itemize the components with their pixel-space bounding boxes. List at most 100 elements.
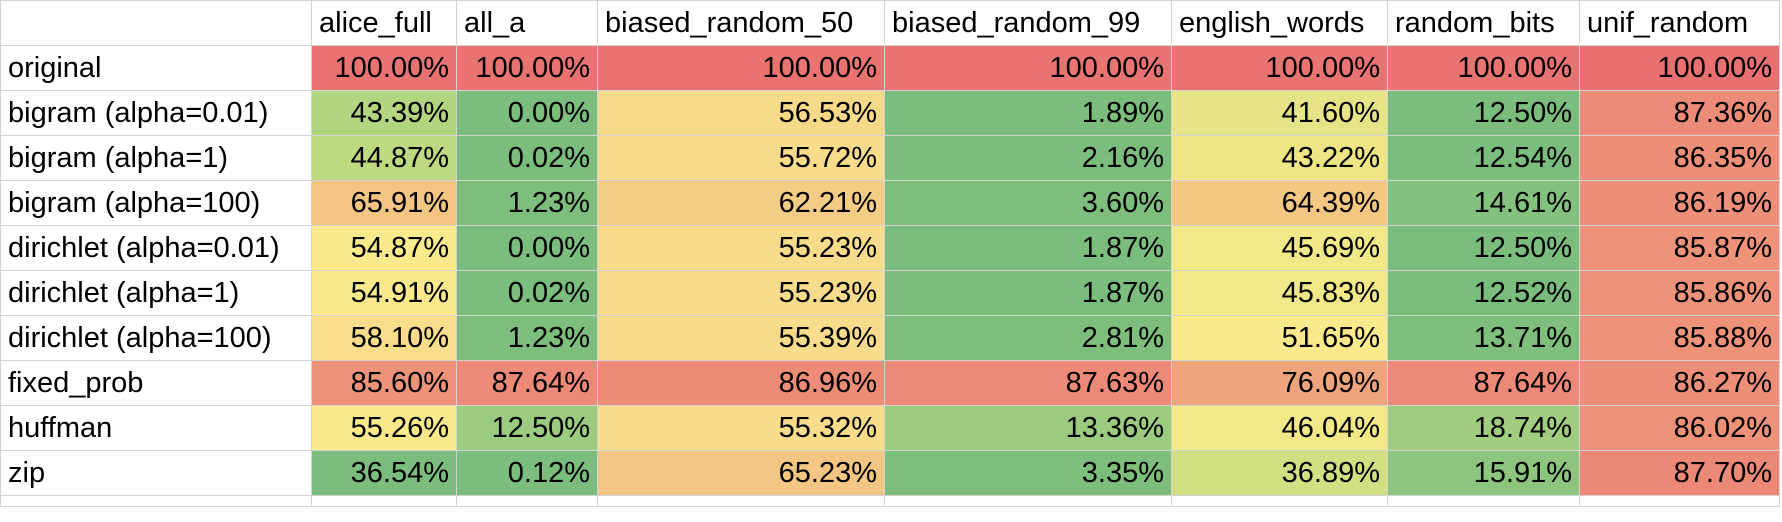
empty-cell[interactable] <box>311 495 457 507</box>
row-label-cell[interactable]: bigram (alpha=100) <box>0 180 312 226</box>
value-cell[interactable]: 51.65% <box>1171 315 1388 361</box>
value-cell[interactable]: 14.61% <box>1387 180 1580 226</box>
empty-cell[interactable] <box>1579 495 1780 507</box>
empty-cell[interactable] <box>1387 495 1580 507</box>
row-label-cell[interactable]: bigram (alpha=1) <box>0 135 312 181</box>
value-cell[interactable]: 36.54% <box>311 450 457 496</box>
value-cell[interactable]: 87.64% <box>456 360 598 406</box>
value-cell[interactable]: 100.00% <box>884 45 1172 91</box>
value-cell[interactable]: 2.81% <box>884 315 1172 361</box>
value-cell[interactable]: 55.26% <box>311 405 457 451</box>
value-cell[interactable]: 0.02% <box>456 135 598 181</box>
value-cell[interactable]: 0.00% <box>456 225 598 271</box>
value-cell[interactable]: 0.00% <box>456 90 598 136</box>
value-cell[interactable]: 87.63% <box>884 360 1172 406</box>
value-cell[interactable]: 100.00% <box>1387 45 1580 91</box>
value-cell[interactable]: 1.89% <box>884 90 1172 136</box>
empty-cell[interactable] <box>1171 495 1388 507</box>
value-cell[interactable]: 3.35% <box>884 450 1172 496</box>
value-cell[interactable]: 1.87% <box>884 225 1172 271</box>
value-cell[interactable]: 2.16% <box>884 135 1172 181</box>
value-cell[interactable]: 58.10% <box>311 315 457 361</box>
column-header-cell[interactable]: english_words <box>1171 0 1388 46</box>
empty-cell[interactable] <box>0 495 312 507</box>
table-row: dirichlet (alpha=0.01) 54.87% 0.00% 55.23% 1… <box>0 225 1780 271</box>
row-label-cell[interactable]: dirichlet (alpha=100) <box>0 315 312 361</box>
value-cell[interactable]: 100.00% <box>456 45 598 91</box>
value-cell[interactable]: 12.50% <box>1387 90 1580 136</box>
value-cell[interactable]: 46.04% <box>1171 405 1388 451</box>
column-header-cell[interactable]: alice_full <box>311 0 457 46</box>
value-cell[interactable]: 100.00% <box>311 45 457 91</box>
value-cell[interactable]: 86.35% <box>1579 135 1780 181</box>
value-cell[interactable]: 0.02% <box>456 270 598 316</box>
value-cell[interactable]: 12.50% <box>456 405 598 451</box>
value-cell[interactable]: 45.69% <box>1171 225 1388 271</box>
empty-cell[interactable] <box>884 495 1172 507</box>
value-cell[interactable]: 64.39% <box>1171 180 1388 226</box>
column-header-cell[interactable]: biased_random_99 <box>884 0 1172 46</box>
value-cell[interactable]: 65.91% <box>311 180 457 226</box>
row-label-cell[interactable]: original <box>0 45 312 91</box>
column-header-cell[interactable]: random_bits <box>1387 0 1580 46</box>
value-cell[interactable]: 85.86% <box>1579 270 1780 316</box>
value-cell[interactable]: 86.19% <box>1579 180 1780 226</box>
value-cell[interactable]: 76.09% <box>1171 360 1388 406</box>
value-cell[interactable]: 3.60% <box>884 180 1172 226</box>
value-cell[interactable]: 0.12% <box>456 450 598 496</box>
value-cell[interactable]: 86.27% <box>1579 360 1780 406</box>
row-label-cell[interactable]: bigram (alpha=0.01) <box>0 90 312 136</box>
value-cell[interactable]: 43.22% <box>1171 135 1388 181</box>
value-cell[interactable]: 55.23% <box>597 270 885 316</box>
value-cell[interactable]: 62.21% <box>597 180 885 226</box>
value-cell[interactable]: 55.39% <box>597 315 885 361</box>
value-cell[interactable]: 54.91% <box>311 270 457 316</box>
value-cell[interactable]: 55.32% <box>597 405 885 451</box>
value-cell[interactable]: 43.39% <box>311 90 457 136</box>
value-cell[interactable]: 100.00% <box>1579 45 1780 91</box>
value-cell[interactable]: 1.23% <box>456 315 598 361</box>
value-cell[interactable]: 86.96% <box>597 360 885 406</box>
value-cell[interactable]: 12.54% <box>1387 135 1580 181</box>
table-row: fixed_prob 85.60% 87.64% 86.96% 87.63% 76.09%… <box>0 360 1780 406</box>
row-label-cell[interactable]: zip <box>0 450 312 496</box>
value-cell[interactable]: 44.87% <box>311 135 457 181</box>
value-cell[interactable]: 100.00% <box>1171 45 1388 91</box>
value-cell[interactable]: 65.23% <box>597 450 885 496</box>
value-cell[interactable]: 1.23% <box>456 180 598 226</box>
table-row: zip 36.54% 0.12% 65.23% 3.35% 36.89% 15.91% 87.… <box>0 450 1780 496</box>
value-cell[interactable]: 18.74% <box>1387 405 1580 451</box>
table-row: huffman 55.26% 12.50% 55.32% 13.36% 46.04% 18.… <box>0 405 1780 451</box>
value-cell[interactable]: 15.91% <box>1387 450 1580 496</box>
value-cell[interactable]: 87.64% <box>1387 360 1580 406</box>
value-cell[interactable]: 85.87% <box>1579 225 1780 271</box>
value-cell[interactable]: 85.60% <box>311 360 457 406</box>
empty-cell[interactable] <box>456 495 598 507</box>
value-cell[interactable]: 56.53% <box>597 90 885 136</box>
value-cell[interactable]: 87.70% <box>1579 450 1780 496</box>
row-label-cell[interactable]: huffman <box>0 405 312 451</box>
value-cell[interactable]: 55.72% <box>597 135 885 181</box>
value-cell[interactable]: 13.71% <box>1387 315 1580 361</box>
column-header-cell[interactable]: biased_random_50 <box>597 0 885 46</box>
column-header-cell[interactable]: all_a <box>456 0 598 46</box>
value-cell[interactable]: 1.87% <box>884 270 1172 316</box>
value-cell[interactable]: 45.83% <box>1171 270 1388 316</box>
value-cell[interactable]: 87.36% <box>1579 90 1780 136</box>
value-cell[interactable]: 36.89% <box>1171 450 1388 496</box>
value-cell[interactable]: 54.87% <box>311 225 457 271</box>
value-cell[interactable]: 13.36% <box>884 405 1172 451</box>
header-corner-cell[interactable] <box>0 0 312 46</box>
value-cell[interactable]: 12.52% <box>1387 270 1580 316</box>
value-cell[interactable]: 55.23% <box>597 225 885 271</box>
column-header-cell[interactable]: unif_random <box>1579 0 1780 46</box>
value-cell[interactable]: 85.88% <box>1579 315 1780 361</box>
row-label-cell[interactable]: dirichlet (alpha=1) <box>0 270 312 316</box>
value-cell[interactable]: 100.00% <box>597 45 885 91</box>
value-cell[interactable]: 12.50% <box>1387 225 1580 271</box>
empty-cell[interactable] <box>597 495 885 507</box>
row-label-cell[interactable]: fixed_prob <box>0 360 312 406</box>
value-cell[interactable]: 41.60% <box>1171 90 1388 136</box>
row-label-cell[interactable]: dirichlet (alpha=0.01) <box>0 225 312 271</box>
value-cell[interactable]: 86.02% <box>1579 405 1780 451</box>
